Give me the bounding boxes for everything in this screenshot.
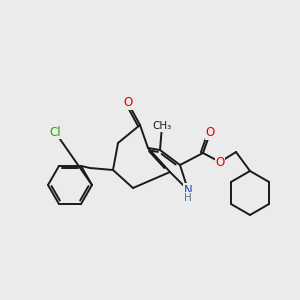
Text: CH₃: CH₃	[152, 121, 172, 131]
Text: O: O	[206, 127, 214, 140]
Text: H: H	[184, 193, 192, 203]
Text: O: O	[215, 155, 225, 169]
Text: Cl: Cl	[49, 125, 61, 139]
Text: N: N	[184, 184, 192, 196]
Text: O: O	[123, 97, 133, 110]
